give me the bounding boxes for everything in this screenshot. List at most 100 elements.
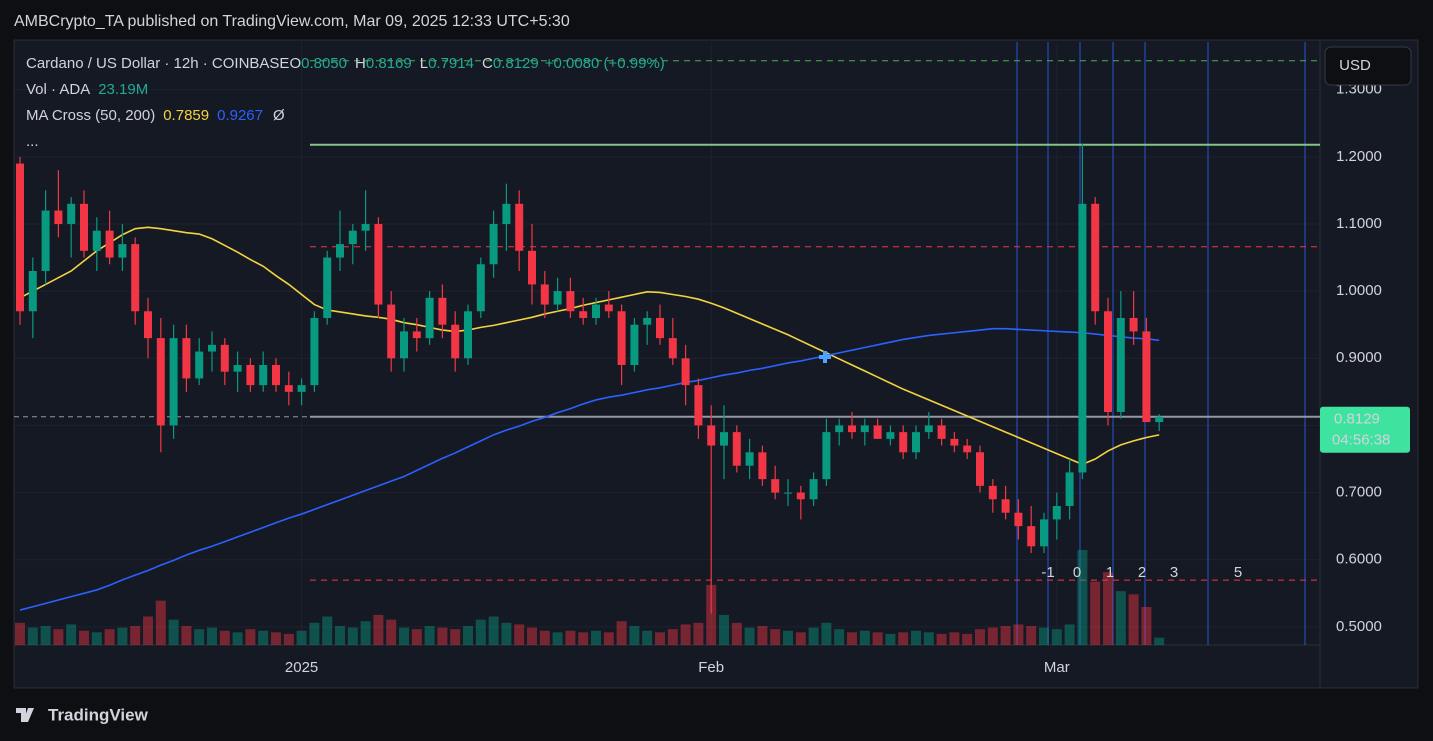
candle-body — [1078, 203, 1087, 473]
volume-bar — [411, 629, 422, 645]
candle-body — [515, 203, 524, 251]
volume-bar — [565, 630, 576, 645]
volume-bar — [399, 627, 409, 645]
volume-bar — [783, 630, 793, 645]
candle-body — [822, 432, 831, 480]
candle-body — [528, 250, 536, 285]
volume-bar — [245, 629, 256, 645]
volume-last: 23.19M — [98, 81, 148, 98]
time-zone-label: 0 — [1073, 564, 1081, 581]
candle-body — [643, 317, 652, 325]
candle-body — [246, 364, 255, 386]
candle-body — [489, 223, 498, 265]
candle-body — [771, 479, 780, 493]
volume-bar — [975, 629, 985, 645]
volume-bar — [834, 629, 845, 645]
candle-body — [873, 425, 882, 439]
candle-body — [899, 432, 908, 453]
volume-legend: Vol · ADA 23.19M — [26, 81, 148, 98]
volume-bar — [219, 630, 230, 645]
volume-bar — [155, 600, 166, 645]
ohlc-key: H — [355, 55, 366, 72]
symbol: Cardano / US Dollar · 12h · COINBASE — [26, 55, 289, 72]
time-zone-label: 1 — [1106, 564, 1114, 581]
volume-bar — [757, 626, 768, 645]
volume-bar — [514, 624, 525, 645]
ma-lines — [19, 226, 1160, 611]
volume-bar — [232, 632, 243, 645]
candle-body — [412, 331, 421, 339]
footer-brand: TradingView — [48, 705, 149, 724]
volume-bar — [1128, 594, 1139, 645]
volume-bar — [847, 632, 857, 645]
currency-button[interactable] — [1324, 46, 1412, 86]
candle-body — [28, 270, 37, 312]
volume-bar — [501, 622, 512, 645]
volume-bar — [143, 616, 153, 645]
candle-body — [182, 338, 191, 379]
volume-bar — [527, 627, 537, 645]
candle-body — [630, 324, 639, 365]
volume-bar — [168, 619, 179, 645]
volume-bar — [706, 584, 717, 645]
ohlc-legend: O0.8050 H0.8169 L0.7914 C0.8129 — [289, 55, 538, 72]
volume-bar — [1090, 581, 1101, 645]
volume-bar — [578, 632, 589, 645]
candle-body — [502, 203, 511, 224]
candle-body — [156, 338, 165, 426]
candle-body — [758, 452, 767, 480]
time-zone-label: -1 — [1041, 564, 1054, 581]
candle-body — [131, 244, 140, 312]
candle-body — [464, 311, 472, 359]
candle-body — [284, 385, 293, 392]
y-tick-label: 0.6000 — [1336, 551, 1382, 568]
volume-bar — [322, 616, 333, 645]
volume-bar — [808, 627, 819, 645]
candle-body — [540, 284, 549, 305]
candle-body — [886, 432, 895, 439]
volume-bar — [1115, 591, 1126, 645]
levels — [14, 60, 1320, 581]
volume-bar — [616, 621, 627, 645]
ohlc-value: 0.8169 — [366, 55, 412, 72]
volume-bar — [15, 622, 25, 645]
y-tick-label: 0.9000 — [1336, 349, 1382, 366]
candle-body — [80, 203, 88, 251]
candle-body — [694, 385, 703, 426]
candle-body — [400, 331, 408, 359]
y-tick-label: 1.2000 — [1336, 148, 1382, 165]
time-zone-label: 3 — [1170, 564, 1178, 581]
currency[interactable]: USD — [1339, 57, 1371, 74]
volume-bar — [962, 633, 973, 645]
y-tick-label: 0.7000 — [1336, 484, 1382, 501]
volume-bar — [258, 630, 269, 645]
volume-bar — [731, 622, 742, 645]
time-zone-labels: -1 0 1 2 3 5 — [1041, 564, 1242, 581]
candle-body — [361, 223, 370, 231]
volume-bar — [475, 619, 486, 645]
volume-bar — [207, 627, 217, 645]
candle-body — [92, 230, 101, 251]
cross-marker — [819, 351, 831, 363]
volume-bar — [271, 632, 281, 645]
more[interactable]: ... — [26, 133, 39, 150]
volume-bar — [53, 629, 64, 645]
volume-bar — [335, 626, 345, 645]
volume-label: Vol · ADA — [26, 81, 90, 98]
volume-bar — [591, 630, 601, 645]
volume-bar — [347, 627, 358, 645]
volume-bar — [770, 629, 781, 645]
volume-bar — [667, 629, 678, 645]
candle-body — [988, 485, 997, 500]
volume-bar — [795, 632, 806, 645]
volume-bar — [821, 622, 832, 645]
volume — [15, 550, 1165, 645]
candle-body — [233, 364, 242, 372]
candle-body — [1001, 499, 1010, 513]
volume-bar — [91, 632, 102, 645]
logo — [16, 708, 34, 722]
volume-bar — [1077, 550, 1088, 645]
candle-body — [438, 297, 447, 325]
volume-bar — [1039, 627, 1049, 645]
volume-bar — [642, 630, 653, 645]
